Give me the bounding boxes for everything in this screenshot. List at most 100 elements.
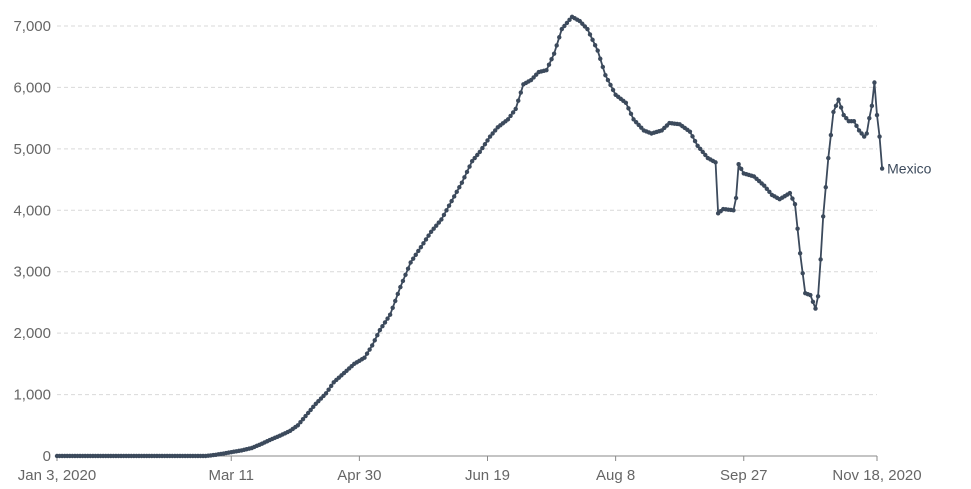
data-point [557, 35, 562, 40]
data-point [608, 82, 613, 88]
data-point [790, 196, 795, 201]
data-point [700, 149, 705, 155]
data-point [879, 166, 885, 171]
data-point [813, 306, 818, 311]
data-point [800, 271, 805, 276]
data-point [400, 278, 406, 284]
data-point [408, 260, 413, 265]
data-point [300, 416, 306, 422]
y-tick-label: 4,000 [13, 202, 51, 219]
data-point [854, 123, 859, 129]
y-tick-label: 3,000 [13, 264, 51, 281]
data-point [518, 90, 524, 95]
data-point [564, 20, 570, 26]
data-point [762, 183, 767, 188]
data-point [387, 312, 393, 317]
data-point [877, 134, 882, 139]
data-point [385, 316, 390, 321]
data-point [462, 175, 467, 180]
data-point [861, 134, 867, 139]
data-point [377, 327, 383, 333]
data-point [441, 212, 447, 218]
series-label: Mexico [887, 161, 932, 177]
data-point [639, 125, 644, 130]
x-tick-label: Aug 8 [596, 467, 635, 484]
data-point [623, 100, 629, 105]
data-point [587, 32, 593, 37]
data-point [467, 164, 472, 169]
data-point [303, 413, 308, 419]
data-point [369, 343, 375, 348]
data-point [695, 143, 700, 148]
data-point [475, 152, 480, 158]
data-point [795, 226, 800, 231]
data-point [395, 291, 401, 297]
data-point [295, 423, 301, 428]
data-point [393, 298, 398, 304]
data-point [687, 129, 693, 134]
data-point [869, 103, 875, 109]
data-point [410, 256, 416, 261]
data-point [856, 128, 862, 133]
data-point [426, 233, 431, 238]
data-point [364, 351, 370, 356]
data-point [590, 37, 595, 43]
x-axis: Jan 3, 2020 Mar 11 Apr 30 Jun 19 Aug 8 Sep 27… [18, 455, 922, 484]
data-point [636, 122, 641, 128]
data-point [703, 152, 708, 158]
gridlines [57, 25, 877, 396]
data-point [831, 109, 836, 115]
data-point [434, 223, 439, 228]
data-point [692, 138, 698, 144]
series-layer: Mexico [54, 14, 932, 459]
data-point [390, 305, 395, 310]
data-point [492, 128, 498, 133]
data-point [697, 146, 703, 152]
data-point [592, 43, 598, 48]
data-point [585, 26, 590, 32]
data-point [459, 180, 465, 185]
data-point [305, 410, 311, 416]
data-point [826, 155, 831, 161]
data-point [446, 203, 452, 208]
data-point [820, 214, 826, 219]
y-tick-label: 6,000 [13, 79, 51, 96]
data-point [549, 56, 554, 62]
data-point [787, 190, 793, 196]
data-point [626, 106, 631, 111]
data-point [298, 420, 303, 425]
data-point [487, 134, 493, 139]
data-point [464, 169, 470, 175]
data-point [382, 320, 388, 325]
data-point [405, 266, 411, 271]
x-tick-label: Sep 27 [720, 467, 768, 484]
data-point [605, 77, 611, 83]
data-point [600, 64, 606, 70]
x-tick-label: Jun 19 [465, 467, 510, 484]
data-point [454, 189, 459, 195]
data-point [828, 132, 834, 138]
data-point [403, 272, 408, 277]
data-point [505, 117, 511, 122]
data-point [451, 194, 457, 199]
data-point [841, 112, 846, 118]
data-point [797, 251, 803, 256]
data-point [818, 257, 823, 262]
data-point [469, 158, 475, 164]
data-point [562, 23, 567, 29]
y-tick-label: 7,000 [13, 18, 51, 35]
x-tick-label: Mar 11 [208, 467, 254, 484]
data-point [554, 43, 559, 48]
data-point [457, 185, 462, 190]
data-point [416, 248, 421, 254]
data-point [413, 252, 418, 258]
data-point [851, 119, 857, 124]
y-tick-label: 1,000 [13, 387, 51, 404]
data-point [810, 299, 816, 305]
data-point [874, 112, 880, 118]
data-point [367, 347, 372, 352]
data-point [482, 142, 488, 147]
x-tick-label: Apr 30 [337, 467, 381, 484]
data-point [423, 237, 429, 242]
